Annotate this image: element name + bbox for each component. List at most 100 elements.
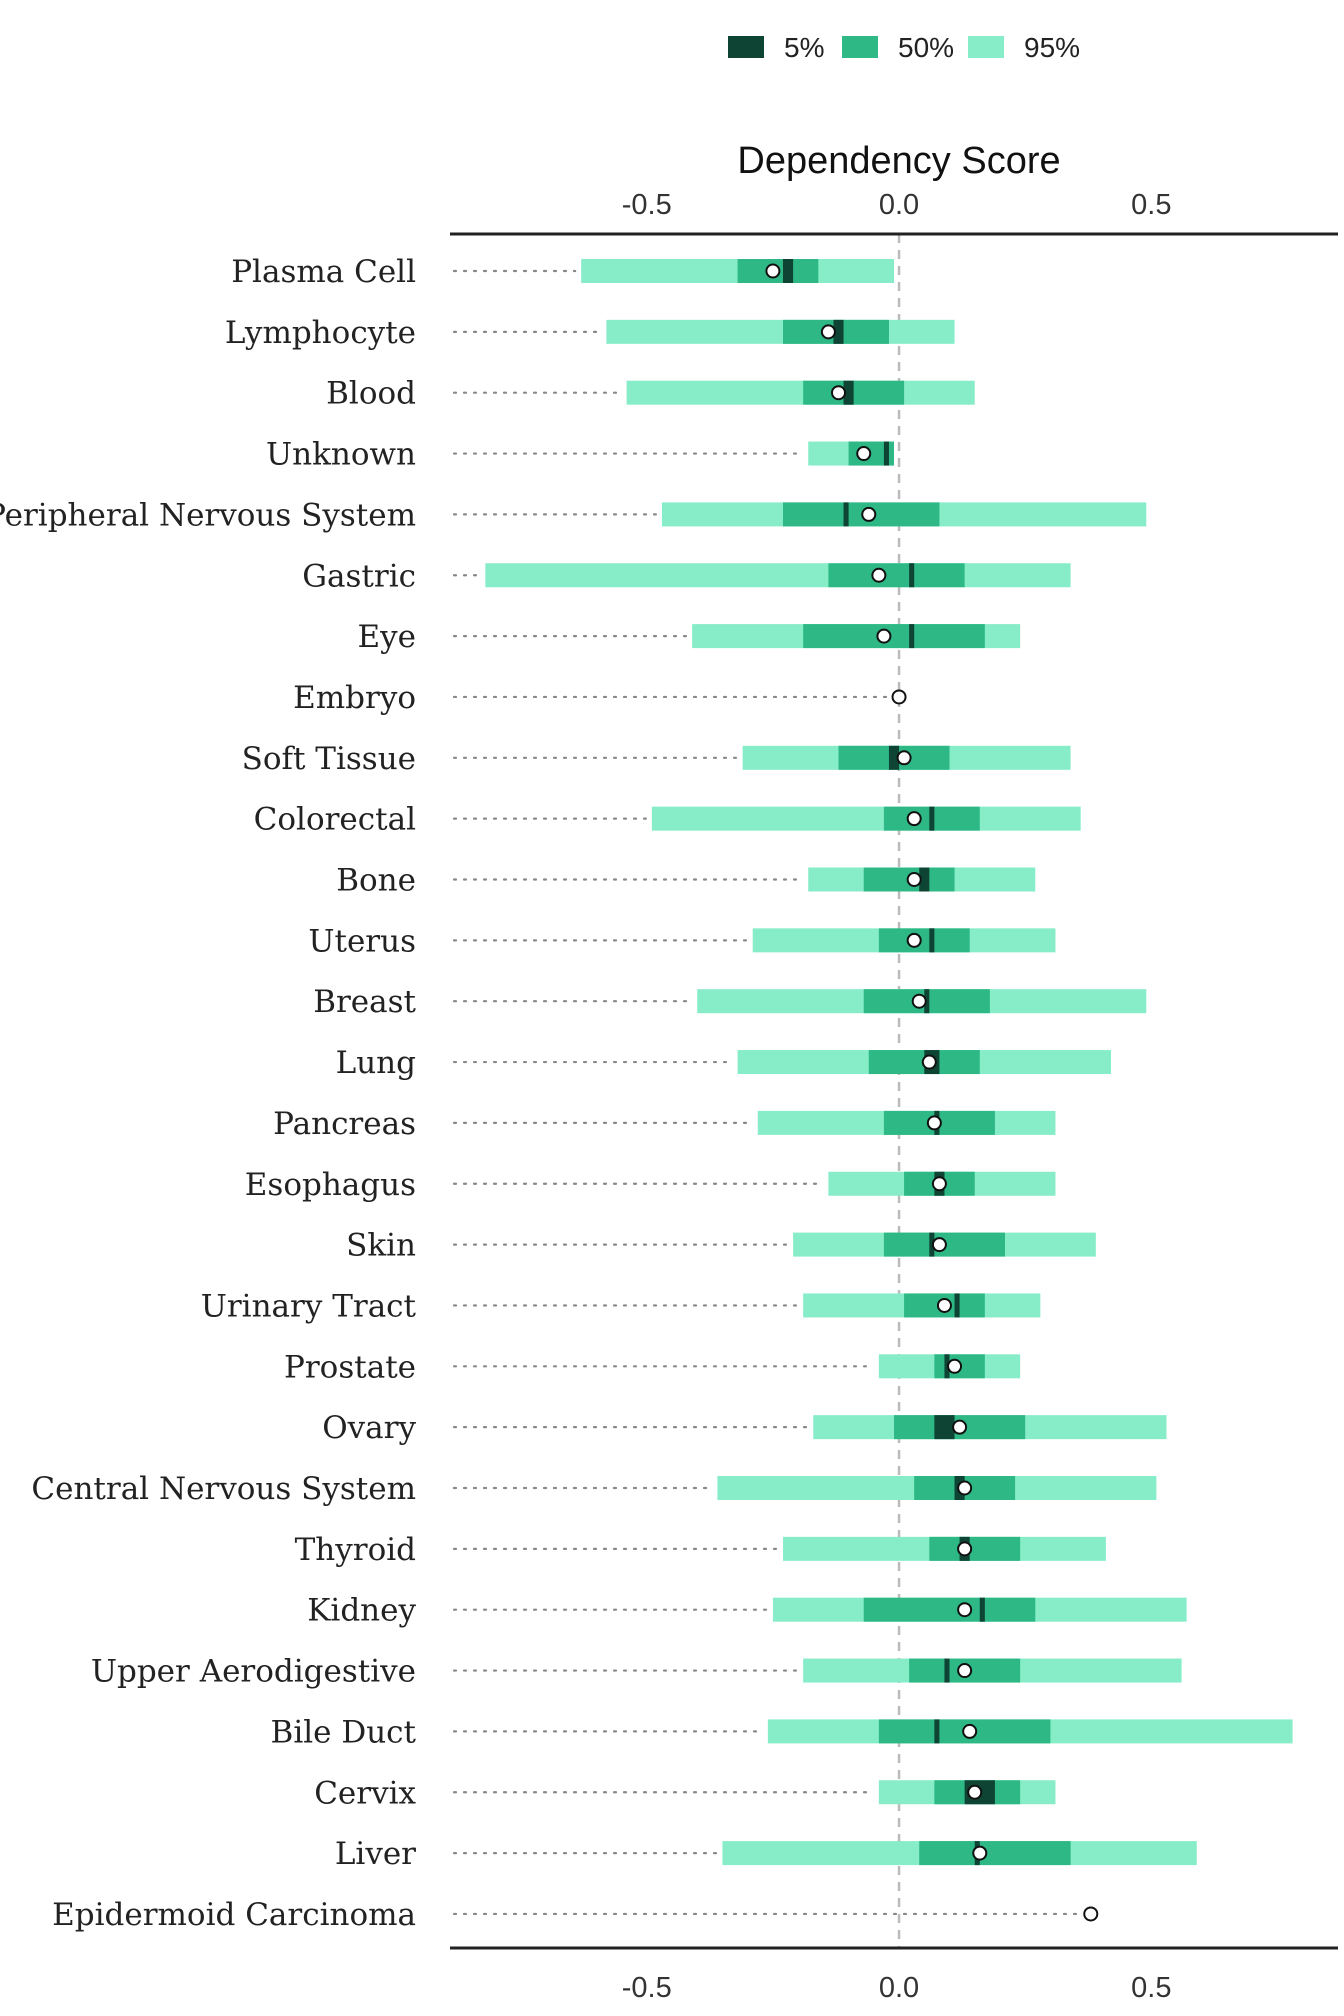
category-label: Unknown	[266, 437, 416, 473]
category-label: Bone	[336, 863, 416, 899]
legend-label-2: 50%	[898, 32, 954, 63]
category-label: Lung	[336, 1045, 416, 1081]
category-row: Uterus	[308, 923, 1056, 959]
median-point	[831, 385, 846, 401]
top-tick-label: 0.5	[1131, 189, 1171, 221]
category-row: Embryo	[293, 680, 907, 716]
range-5-bar	[843, 502, 849, 527]
range-5-bar	[954, 1293, 960, 1318]
category-label: Upper Aerodigestive	[91, 1654, 416, 1690]
category-row: Lymphocyte	[225, 315, 955, 351]
category-row: Prostate	[284, 1349, 1021, 1385]
range-5-bar	[929, 1232, 935, 1257]
range-95-bar	[606, 319, 955, 344]
category-rows: Plasma Cell Lymphocyte Blood Unknown Periphe…	[0, 254, 1293, 1933]
range-95-bar	[626, 380, 975, 405]
range-95-bar	[651, 806, 1081, 831]
category-label: Colorectal	[254, 802, 416, 838]
category-label: Lymphocyte	[225, 315, 416, 351]
median-point	[906, 872, 922, 887]
category-row: Pancreas	[273, 1106, 1056, 1142]
category-label: Urinary Tract	[201, 1288, 417, 1324]
range-50-bar	[803, 624, 985, 649]
legend-swatch-1	[728, 36, 764, 58]
legend-swatch-2	[842, 36, 878, 58]
category-row: Soft Tissue	[242, 741, 1071, 777]
median-point	[962, 1723, 978, 1739]
median-point	[931, 1237, 947, 1253]
legend-swatch-3	[968, 36, 1004, 58]
category-label: Esophagus	[245, 1167, 416, 1203]
median-point	[947, 1358, 963, 1374]
category-row: Upper Aerodigestive	[91, 1654, 1182, 1690]
range-95-bar	[485, 563, 1071, 588]
category-row: Thyroid	[295, 1532, 1106, 1568]
median-point	[957, 1663, 973, 1679]
bottom-tick-label: 0.5	[1131, 1972, 1171, 2004]
category-row: Breast	[313, 984, 1147, 1020]
range-5-bar	[833, 319, 844, 344]
range-50-bar	[878, 928, 970, 953]
top-tick-label: -0.5	[622, 189, 672, 221]
range-5-bar	[944, 1658, 950, 1683]
median-point	[820, 324, 836, 340]
median-point	[906, 811, 922, 827]
category-label: Embryo	[293, 680, 416, 716]
category-label: Soft Tissue	[242, 741, 416, 777]
median-point	[856, 446, 872, 462]
median-point	[896, 750, 912, 766]
category-label: Plasma Cell	[231, 254, 416, 290]
top-tick-label: 0.0	[879, 189, 919, 221]
axes: -0.5 -0.5 0.0 0.0 0.5 0.5	[450, 189, 1338, 2004]
category-row: Cervix	[314, 1775, 1056, 1811]
category-label: Pancreas	[273, 1106, 416, 1142]
range-5-bar	[979, 1597, 985, 1622]
category-row: Gastric	[302, 558, 1071, 594]
category-row: Lung	[336, 1045, 1111, 1081]
range-5-bar	[929, 806, 935, 831]
median-point	[1083, 1906, 1099, 1922]
legend: 5% 50% 95%	[728, 32, 1080, 63]
median-point	[952, 1419, 968, 1435]
range-5-bar	[843, 380, 854, 405]
median-point	[972, 1845, 988, 1861]
range-5-bar	[909, 624, 915, 649]
median-point	[967, 1784, 983, 1800]
range-5-bar	[934, 1719, 940, 1744]
range-5-bar	[924, 989, 930, 1014]
median-point	[906, 932, 922, 948]
category-label: Peripheral Nervous System	[0, 497, 416, 533]
category-row: Plasma Cell	[231, 254, 894, 290]
range-50-bar	[783, 502, 940, 527]
category-row: Unknown	[266, 437, 894, 473]
legend-label-3: 95%	[1024, 32, 1080, 63]
category-row: Urinary Tract	[201, 1288, 1041, 1324]
category-row: Liver	[335, 1836, 1197, 1872]
median-point	[936, 1297, 952, 1313]
range-5-bar	[883, 441, 889, 466]
category-label: Bile Duct	[271, 1714, 417, 1750]
legend-label-1: 5%	[784, 32, 824, 63]
median-point	[957, 1480, 973, 1496]
category-row: Kidney	[307, 1593, 1187, 1629]
category-label: Epidermoid Carcinoma	[52, 1897, 416, 1933]
median-point	[931, 1176, 947, 1192]
range-50-bar	[828, 563, 965, 588]
category-label: Gastric	[302, 558, 416, 594]
median-point	[861, 506, 877, 522]
category-row: Eye	[358, 619, 1021, 655]
category-label: Prostate	[284, 1349, 416, 1385]
median-point	[921, 1054, 937, 1070]
category-label: Breast	[313, 984, 416, 1020]
median-point	[871, 567, 887, 583]
category-label: Eye	[358, 619, 417, 655]
chart-title: Dependency Score	[737, 140, 1060, 182]
median-point	[765, 263, 781, 279]
range-50-bar	[919, 1841, 1071, 1866]
median-point	[876, 628, 892, 644]
category-row: Peripheral Nervous System	[0, 497, 1147, 533]
category-row: Bone	[336, 863, 1036, 899]
median-point	[891, 689, 907, 705]
category-label: Cervix	[314, 1775, 416, 1811]
